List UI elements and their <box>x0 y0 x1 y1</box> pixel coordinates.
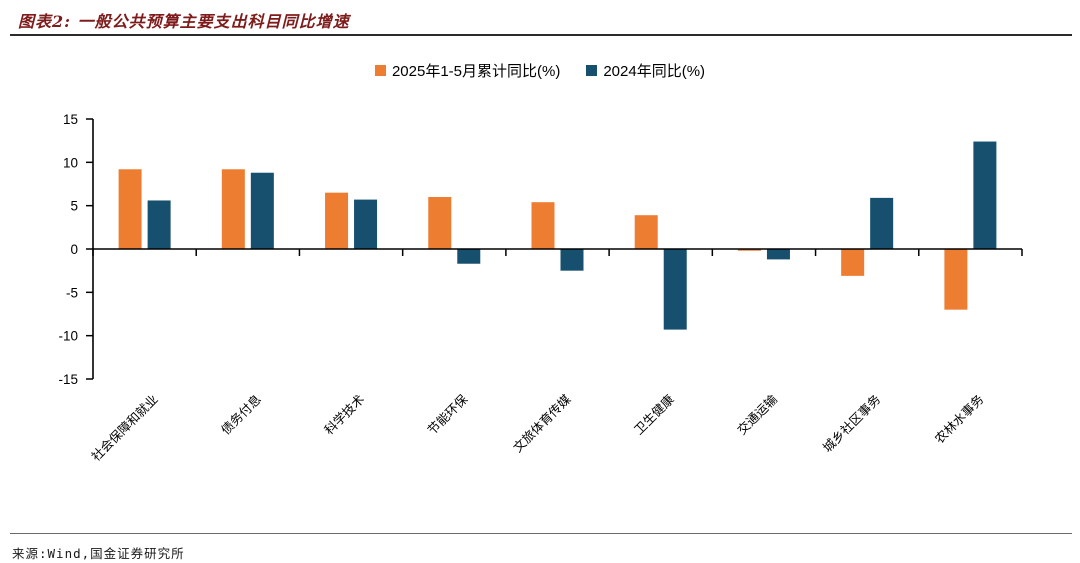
bar-series-0-2 <box>325 192 349 249</box>
x-axis-label: 科学技术 <box>321 391 367 437</box>
bar-series-1-0 <box>147 200 171 249</box>
x-axis-label: 城乡社区事务 <box>820 392 884 456</box>
bar-series-0-6 <box>737 249 761 251</box>
x-axis-label: 社会保障和就业 <box>88 392 160 464</box>
y-axis-tick-label: 0 <box>70 242 78 257</box>
y-axis-tick-label: -5 <box>66 285 78 300</box>
bar-series-1-3 <box>457 249 481 264</box>
bar-series-0-4 <box>531 202 555 249</box>
bar-series-0-8 <box>944 249 968 310</box>
legend-swatch-2024-icon <box>586 65 598 76</box>
y-axis-tick-label: -15 <box>58 372 78 387</box>
bar-series-1-7 <box>870 197 894 249</box>
bar-series-0-1 <box>221 169 245 249</box>
bar-series-1-5 <box>663 249 687 330</box>
x-axis-label: 农林水事务 <box>932 392 987 447</box>
legend-item-2024: 2024年同比(%) <box>586 60 705 81</box>
y-axis-tick-label: -10 <box>58 329 78 344</box>
bar-series-0-7 <box>841 249 865 276</box>
legend-swatch-2025-icon <box>374 65 386 76</box>
title-divider <box>10 34 1072 36</box>
legend-item-2025: 2025年1-5月累计同比(%) <box>374 60 561 81</box>
bar-series-0-5 <box>634 215 658 249</box>
x-axis-label: 卫生健康 <box>631 391 677 437</box>
legend-label-2024: 2024年同比(%) <box>603 63 706 80</box>
chart-title: 图表2: 一般公共预算主要支出科目同比增速 <box>18 12 350 31</box>
bar-series-1-4 <box>560 249 584 271</box>
x-axis-label: 文旅体育传媒 <box>510 391 574 455</box>
y-axis-tick-label: 5 <box>70 199 78 214</box>
x-axis-label: 债务付息 <box>218 392 264 438</box>
y-axis-tick-label: 10 <box>63 155 78 170</box>
legend-label-2025: 2025年1-5月累计同比(%) <box>391 63 561 80</box>
bar-series-1-2 <box>354 199 378 249</box>
x-axis-label: 节能环保 <box>424 391 470 437</box>
bar-series-1-8 <box>973 141 997 249</box>
source-text: 来源:Wind,国金证券研究所 <box>12 546 185 561</box>
bar-series-1-6 <box>766 249 790 260</box>
y-axis-tick-label: 15 <box>63 112 78 127</box>
x-axis-label: 交通运输 <box>734 391 780 437</box>
legend: 2025年1-5月累计同比(%) 2024年同比(%) <box>0 60 1080 81</box>
bar-series-0-3 <box>428 197 452 249</box>
bar-series-1-1 <box>250 172 274 249</box>
footer-divider <box>10 533 1072 534</box>
bar-chart: -15 -10 -5 0 5 10 15 社会保障和就业 债务付息 科学技术 节能环保 文旅体育传媒 卫… <box>58 112 1023 464</box>
bar-series-0-0 <box>118 169 142 249</box>
